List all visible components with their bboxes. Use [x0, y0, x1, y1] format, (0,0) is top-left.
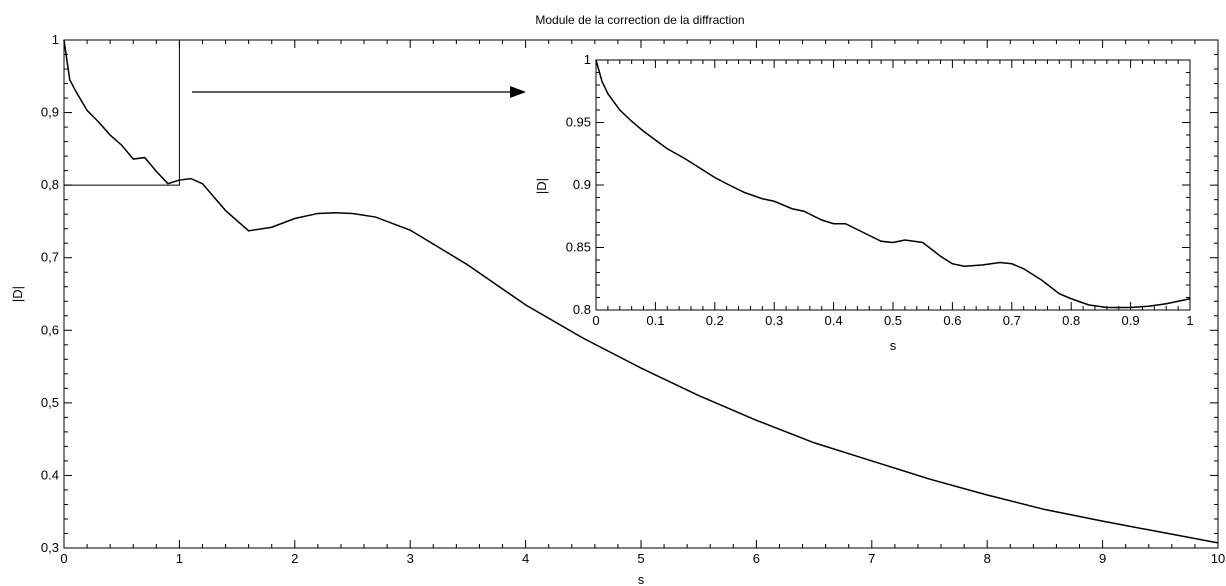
main-y-tick-label: 1	[52, 32, 59, 47]
inset-x-tick-label: 0.3	[765, 313, 783, 328]
inset-x-tick-label: 0.9	[1122, 313, 1140, 328]
inset-x-tick-label: 1	[1186, 313, 1193, 328]
main-x-tick-label: 4	[522, 551, 529, 566]
inset-x-tick-label: 0.4	[825, 313, 843, 328]
main-y-tick-label: 0.4	[41, 467, 59, 482]
main-y-axis: 0,3 0.4 0,5 0,6 0,7 0,8 0,9 1	[41, 32, 1218, 555]
main-x-tick-label: 0	[60, 551, 67, 566]
main-x-tick-label: 6	[753, 551, 760, 566]
main-y-tick-label: 0,5	[41, 395, 59, 410]
inset-x-axis-label: s	[890, 338, 897, 353]
inset-x-tick-label: 0.6	[943, 313, 961, 328]
main-plot: 0 1 2 3 4 5 6 7 8 9 10 0,30.40,50,60,70,80,91 s |D…	[10, 32, 1225, 586]
inset-y-tick-label: 0.85	[566, 240, 591, 255]
inset-x-tick-label: 0.2	[706, 313, 724, 328]
inset-series-line	[595, 59, 1191, 309]
inset-y-tick-label: 0.8	[573, 302, 591, 317]
main-y-tick-label: 0,7	[41, 250, 59, 265]
main-x-tick-label: 9	[1099, 551, 1106, 566]
inset-x-axis: 0 0.1 0.2 0.3 0.4 0.5 0.6 0.7 0.8 0.9 1	[592, 60, 1194, 328]
main-x-tick-label: 7	[868, 551, 875, 566]
inset-y-tick-label: 0.9	[573, 177, 591, 192]
chart-title: Module de la correction de la diffractio…	[535, 13, 744, 27]
main-y-tick-label: 0,8	[41, 177, 59, 192]
zoom-rectangle	[63, 39, 180, 186]
inset-x-tick-label: 0.5	[884, 313, 902, 328]
main-y-tick-label: 0,3	[41, 540, 59, 555]
main-y-tick-label: 0,9	[41, 105, 59, 120]
inset-y-tick-label: 1	[584, 52, 591, 67]
main-series-line	[63, 39, 1219, 544]
inset-y-axis: 0.8 0.85 0.9 0.95 1	[566, 52, 1190, 317]
inset-y-tick-label: 0.95	[566, 115, 591, 130]
inset-y-axis-label: |D|	[534, 178, 549, 194]
inset-x-tick-label: 0.8	[1062, 313, 1080, 328]
main-x-axis: 0 1 2 3 4 5 6 7 8 9 10	[60, 40, 1225, 566]
main-x-tick-label: 10	[1211, 551, 1225, 566]
main-x-tick-label: 8	[984, 551, 991, 566]
main-x-tick-label: 1	[176, 551, 183, 566]
main-x-tick-label: 3	[407, 551, 414, 566]
inset-x-tick-label: 0.1	[646, 313, 664, 328]
zoom-arrow-head	[510, 86, 526, 98]
main-x-tick-label: 2	[291, 551, 298, 566]
inset-x-tick-label: 0	[592, 313, 599, 328]
main-y-tick-label: 0,6	[41, 322, 59, 337]
inset-plot: 0 0.1 0.2 0.3 0.4 0.5 0.6 0.7 0.8 0.9 1 0.8 0.85 0.9…	[534, 52, 1194, 353]
main-x-tick-label: 5	[637, 551, 644, 566]
main-x-axis-label: s	[638, 572, 645, 586]
inset-plot-background	[595, 59, 1191, 311]
main-y-axis-label: |D|	[10, 286, 25, 302]
inset-x-tick-label: 0.7	[1003, 313, 1021, 328]
